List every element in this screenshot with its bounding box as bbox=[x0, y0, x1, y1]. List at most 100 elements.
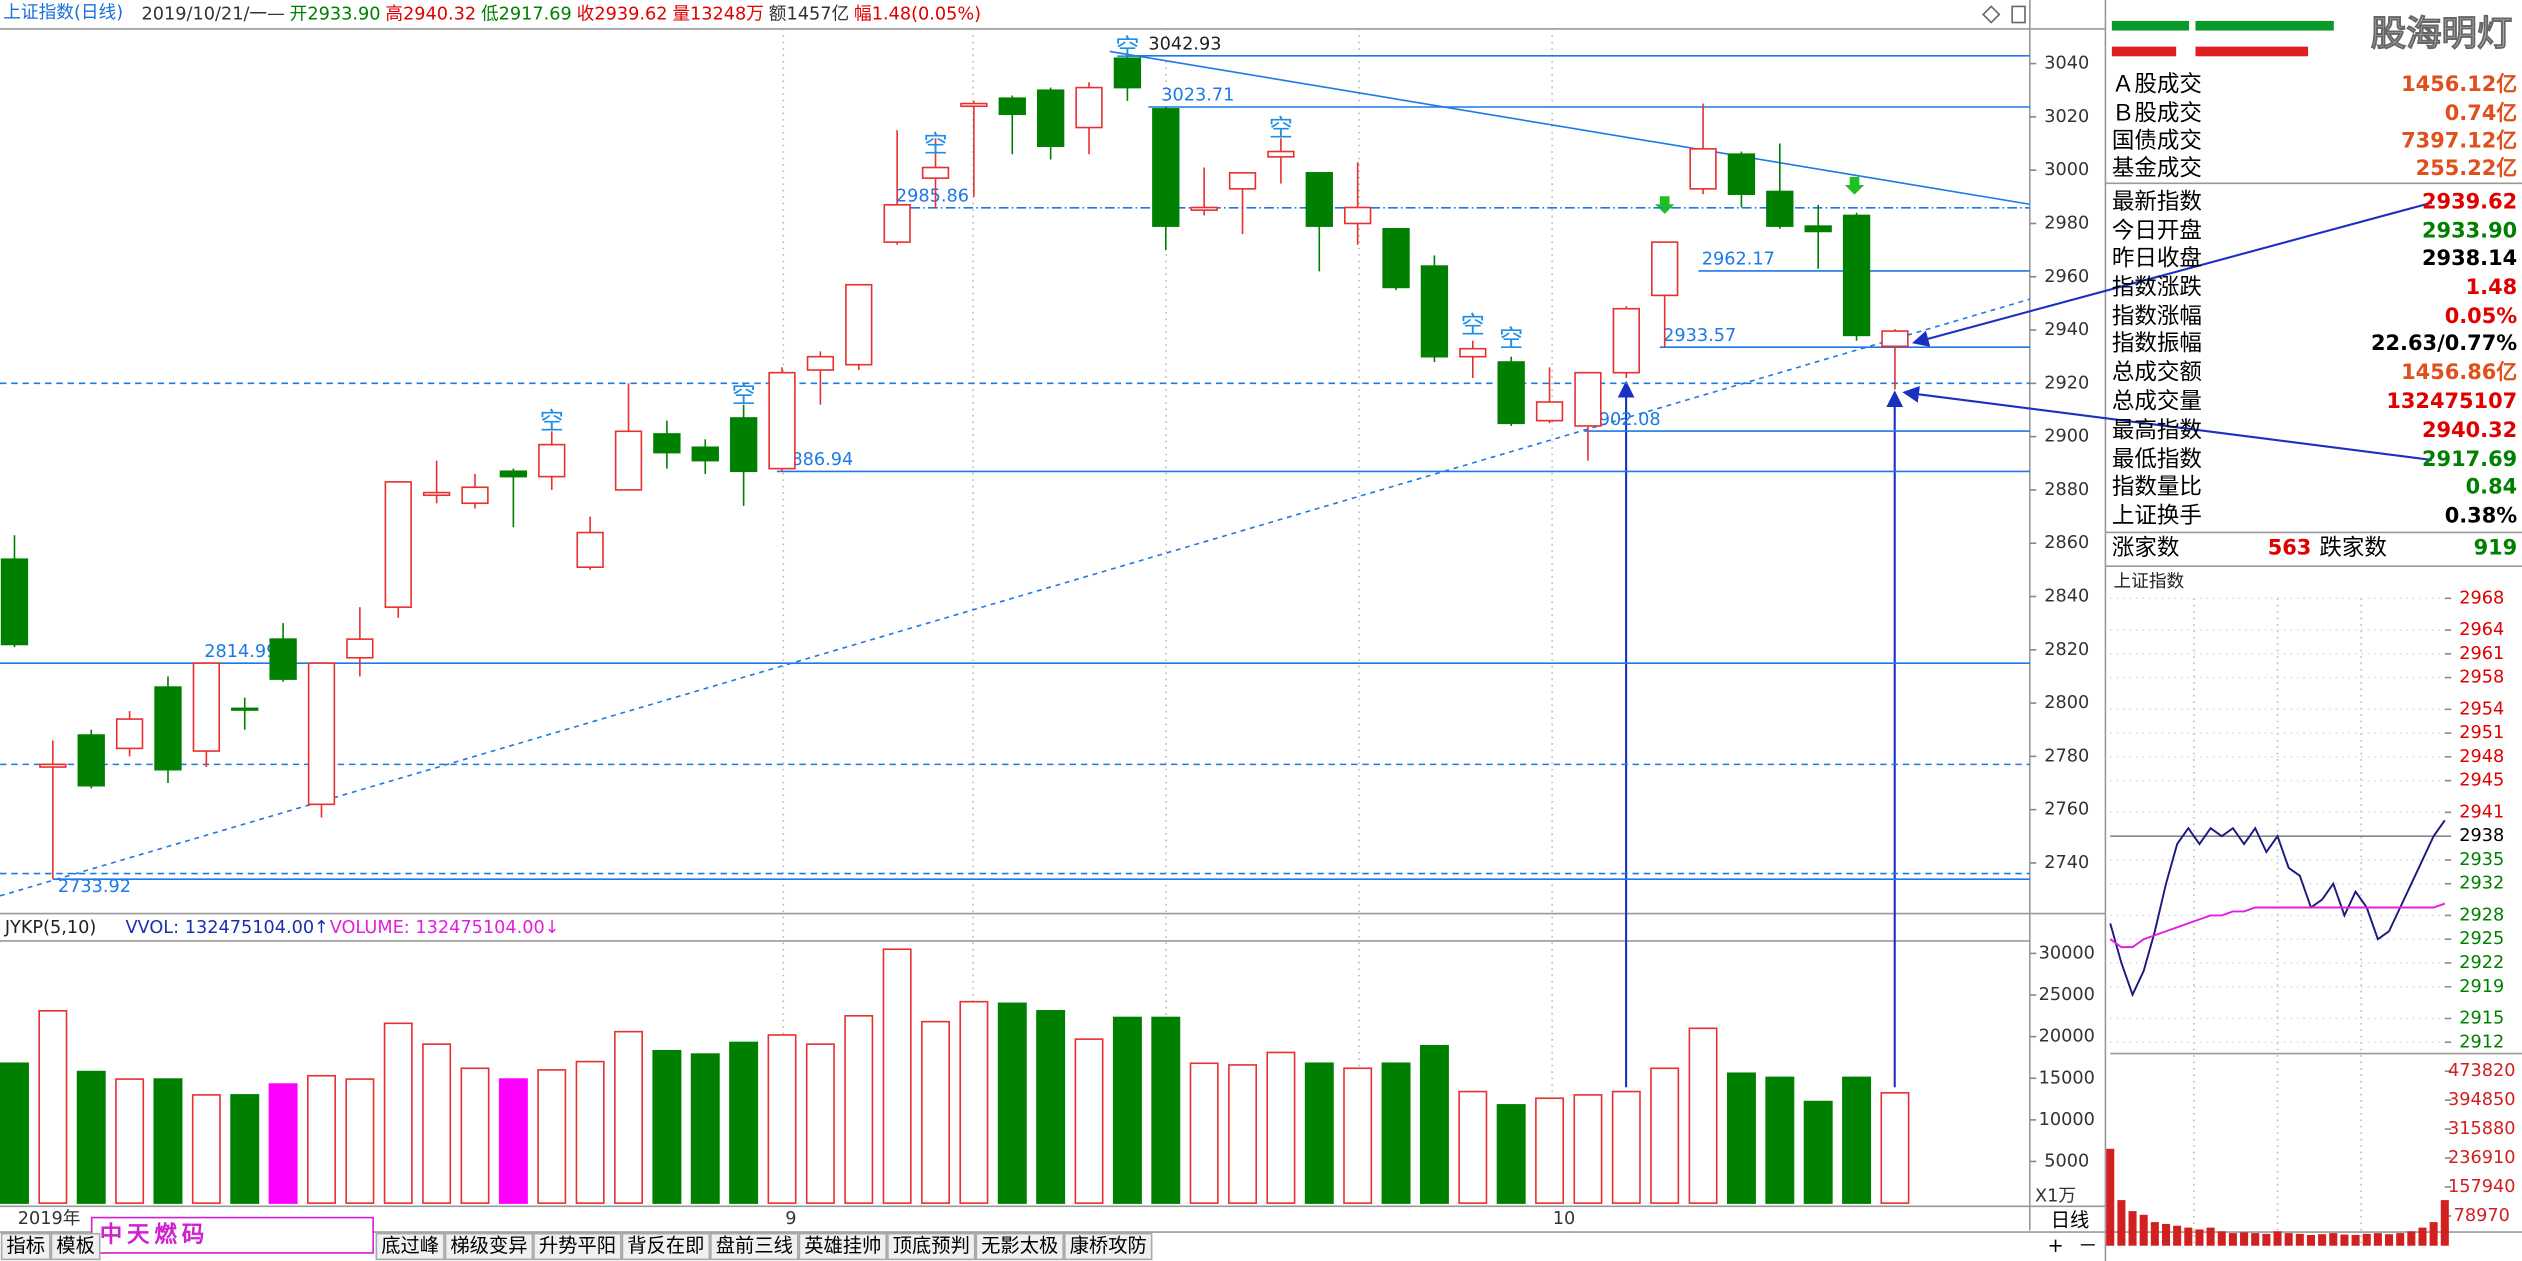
volume-bar bbox=[997, 1002, 1027, 1204]
header-field: 收2939.62 bbox=[577, 3, 668, 24]
candle-body bbox=[1267, 150, 1295, 158]
trendlines bbox=[0, 50, 2031, 897]
period: 日线 bbox=[2051, 1208, 2090, 1231]
y-tick-label: 157940 bbox=[2448, 1177, 2516, 1197]
candle-body bbox=[39, 763, 67, 768]
tab[interactable]: 背反在即 bbox=[627, 1234, 704, 1257]
volume-bar bbox=[614, 1030, 643, 1204]
y-tick-label: 20000 bbox=[2039, 1027, 2095, 1047]
tab[interactable]: 顶底预判 bbox=[893, 1234, 970, 1257]
tab-bg[interactable] bbox=[621, 1232, 711, 1261]
volume-bar bbox=[2128, 1211, 2137, 1246]
volume-bar bbox=[2240, 1232, 2249, 1246]
bar-down bbox=[2195, 46, 2309, 57]
price-line bbox=[2109, 819, 2446, 998]
chart-title: 上证指数 bbox=[2113, 571, 2184, 592]
level-label: 2733.92 bbox=[58, 877, 131, 897]
row-value: 0.38% bbox=[2445, 503, 2518, 527]
tab[interactable]: 模板 bbox=[56, 1234, 95, 1257]
volume-bar bbox=[2117, 1200, 2126, 1246]
tab[interactable]: 无影太极 bbox=[981, 1234, 1058, 1257]
chart-title: 上证指数(日线) bbox=[3, 2, 123, 23]
volume-bar bbox=[2195, 1229, 2204, 1246]
volume-bar bbox=[0, 1062, 29, 1204]
volume-bar bbox=[729, 1041, 759, 1204]
bar-up bbox=[2111, 20, 2190, 31]
volume-bar bbox=[1842, 1076, 1872, 1204]
tab-bg[interactable] bbox=[1063, 1232, 1153, 1261]
tab[interactable]: 升势平阳 bbox=[539, 1234, 616, 1257]
row-label: Ａ股成交 bbox=[2112, 72, 2202, 98]
y-tick-label: 10000 bbox=[2039, 1110, 2095, 1130]
candle-body bbox=[998, 97, 1026, 116]
volume-bar bbox=[1419, 1044, 1449, 1204]
row-value: 2940.32 bbox=[2422, 418, 2517, 442]
row-value: 0.05% bbox=[2445, 304, 2518, 328]
y-tick-label: 2840 bbox=[2044, 587, 2089, 607]
volume-bar bbox=[1381, 1062, 1411, 1204]
price-line bbox=[2109, 902, 2446, 949]
y-tick-label: 2780 bbox=[2044, 746, 2089, 766]
zoom-button[interactable]: + bbox=[2047, 1234, 2063, 1257]
signal: 空 bbox=[1461, 311, 1485, 339]
row-label: 上证换手 bbox=[2112, 503, 2202, 529]
candle-body bbox=[845, 283, 873, 366]
tab[interactable]: 盘前三线 bbox=[716, 1234, 793, 1257]
candle-body bbox=[192, 662, 221, 752]
y-tick-label: 3040 bbox=[2044, 54, 2089, 74]
candle-body bbox=[1842, 214, 1871, 337]
candle-body bbox=[307, 662, 336, 806]
y-tick-label: 2740 bbox=[2044, 853, 2089, 873]
tab[interactable]: 梯级变异 bbox=[450, 1234, 527, 1257]
tab-bg[interactable] bbox=[533, 1232, 622, 1261]
arrows bbox=[1617, 201, 2433, 1088]
candle-body bbox=[1574, 371, 1602, 427]
volume-bar bbox=[422, 1043, 452, 1204]
tab-bg[interactable] bbox=[975, 1232, 1064, 1261]
volume-bar bbox=[959, 1000, 989, 1204]
tab-bg[interactable] bbox=[887, 1232, 976, 1261]
tab-bg[interactable] bbox=[375, 1232, 445, 1261]
header-field: 开2933.90 bbox=[290, 4, 381, 24]
volume-bar bbox=[345, 1078, 375, 1204]
tab[interactable]: 底过峰 bbox=[381, 1234, 439, 1257]
tab-bg[interactable] bbox=[710, 1232, 799, 1261]
tab[interactable]: 指标 bbox=[6, 1234, 45, 1257]
icon[interactable] bbox=[2011, 5, 2026, 24]
header-field: 低2917.69 bbox=[481, 3, 572, 24]
volume-bar bbox=[844, 1015, 874, 1204]
tab-bg[interactable] bbox=[0, 1232, 51, 1261]
icon[interactable] bbox=[1982, 5, 2001, 24]
y-tick-label: 315880 bbox=[2448, 1119, 2516, 1139]
x-tick-label: 10 bbox=[1553, 1209, 1576, 1229]
tab-bg[interactable] bbox=[798, 1232, 888, 1261]
y-tick-label: 2951 bbox=[2459, 723, 2504, 743]
tab[interactable]: 康桥攻防 bbox=[1070, 1234, 1147, 1257]
y-tick-label: 2961 bbox=[2459, 644, 2504, 664]
y-tick-label: 3000 bbox=[2044, 160, 2089, 180]
breadth-label: 跌家数 bbox=[2319, 535, 2387, 561]
tab-bg[interactable] bbox=[50, 1232, 101, 1261]
volume-bar bbox=[1803, 1100, 1833, 1204]
candle-body bbox=[384, 481, 412, 608]
y-tick-label: 78970 bbox=[2454, 1206, 2510, 1226]
volume-bar bbox=[1611, 1090, 1641, 1204]
volume-bar bbox=[191, 1094, 221, 1204]
level-label: 2814.99 bbox=[204, 642, 277, 662]
zoom-button[interactable]: － bbox=[2078, 1234, 2097, 1257]
volume-bar bbox=[2206, 1227, 2215, 1246]
candle-body bbox=[1036, 89, 1065, 147]
signal-arrows bbox=[1655, 176, 1865, 214]
candle-body bbox=[1612, 307, 1640, 374]
y-tick-label: 2760 bbox=[2044, 800, 2089, 820]
volume-bar bbox=[2418, 1227, 2427, 1246]
volume-bar bbox=[2306, 1234, 2315, 1246]
volume-bar bbox=[2150, 1222, 2159, 1246]
tab[interactable]: 英雄挂帅 bbox=[804, 1234, 881, 1257]
tab-bg[interactable] bbox=[444, 1232, 534, 1261]
header-field: 高2940.32 bbox=[385, 3, 476, 24]
volume-bar bbox=[1343, 1067, 1373, 1204]
y-tick-label: 2940 bbox=[2044, 320, 2089, 340]
row-value: 2933.90 bbox=[2422, 219, 2517, 243]
